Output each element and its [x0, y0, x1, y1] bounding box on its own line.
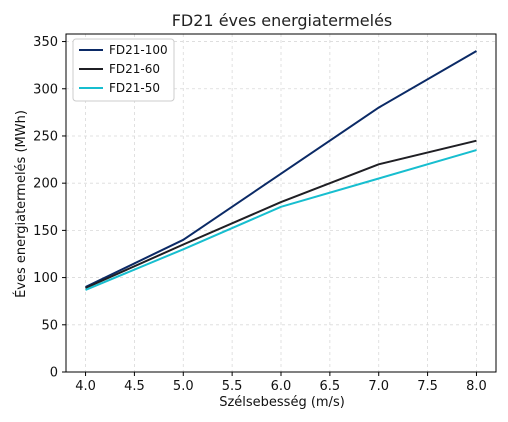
x-tick-label: 5.0 [173, 379, 194, 394]
legend-label: FD21-60 [109, 62, 160, 76]
x-tick-label: 8.0 [466, 379, 487, 394]
x-axis-ticks: 4.0 4.5 5.0 5.5 6.0 6.5 7.0 7.5 8.0 [75, 372, 487, 394]
y-tick-label: 200 [33, 177, 58, 192]
x-tick-label: 4.0 [75, 379, 96, 394]
x-tick-label: 6.0 [271, 379, 292, 394]
y-tick-label: 300 [33, 82, 58, 97]
chart-title: FD21 éves energiatermelés [172, 11, 393, 30]
y-tick-label: 350 [33, 35, 58, 50]
y-tick-label: 250 [33, 129, 58, 144]
legend-label: FD21-100 [109, 43, 168, 57]
legend-label: FD21-50 [109, 81, 160, 95]
series-line-fd21-50 [85, 149, 477, 291]
x-tick-label: 7.0 [368, 379, 389, 394]
x-tick-label: 5.5 [222, 379, 243, 394]
series-line-fd21-60 [85, 139, 477, 289]
y-tick-label: 0 [50, 366, 58, 381]
legend-box [72, 38, 175, 102]
series-lines [85, 50, 478, 291]
y-axis-ticks: 0 50 100 150 200 250 300 350 [33, 35, 66, 381]
legend: FD21-100 FD21-60 FD21-50 [72, 38, 175, 102]
y-tick-label: 50 [41, 318, 58, 333]
y-axis-label: Éves energiatermelés (MWh) [13, 110, 29, 298]
y-tick-label: 150 [33, 224, 58, 239]
x-axis-label: Szélsebesség (m/s) [219, 395, 345, 410]
x-tick-label: 7.5 [417, 379, 438, 394]
x-tick-label: 6.5 [320, 379, 341, 394]
y-tick-label: 100 [33, 271, 58, 286]
series-line-fd21-100 [85, 50, 478, 288]
x-tick-label: 4.5 [124, 379, 145, 394]
